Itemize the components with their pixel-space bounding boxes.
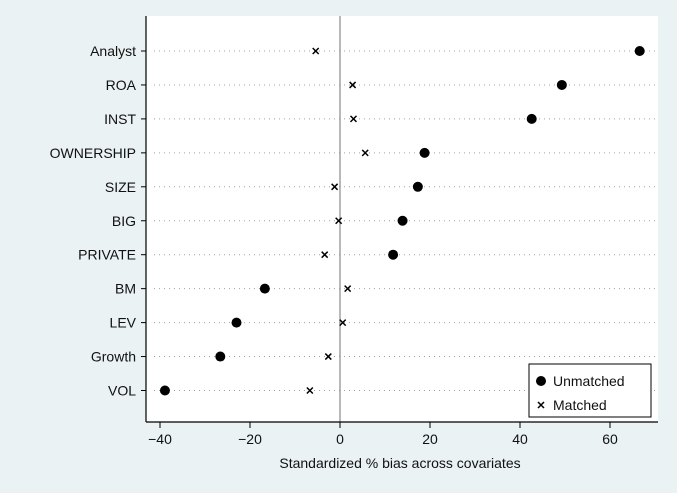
legend-marker-unmatched — [536, 376, 546, 386]
legend: Unmatched Matched — [528, 363, 652, 418]
marker-unmatched-size — [412, 181, 423, 192]
x-tick-labels: −40 −20 0 20 40 60 — [148, 431, 618, 447]
x-tick-label-0: 0 — [336, 431, 344, 447]
marker-matched-lev — [339, 319, 347, 327]
category-label-vol: VOL — [108, 383, 136, 399]
category-label-lev: LEV — [110, 315, 137, 331]
marker-unmatched-ownership — [419, 147, 430, 158]
legend-marker-matched — [537, 401, 545, 409]
legend-label-matched: Matched — [553, 397, 607, 413]
category-label-growth: Growth — [91, 349, 136, 365]
category-label-bm: BM — [115, 281, 136, 297]
marker-unmatched-inst — [526, 113, 537, 124]
category-label-size: SIZE — [105, 179, 136, 195]
category-label-ownership: OWNERSHIP — [50, 145, 136, 161]
marker-matched-growth — [324, 353, 332, 361]
category-labels: Analyst ROA INST OWNERSHIP SIZE BIG PRIVATE BM L… — [50, 43, 137, 399]
marker-matched-analyst — [312, 47, 320, 55]
marker-matched-ownership — [361, 149, 369, 157]
x-tick-label-40: 40 — [512, 431, 528, 447]
legend-label-unmatched: Unmatched — [553, 373, 625, 389]
marker-matched-inst — [349, 115, 358, 123]
marker-unmatched-growth — [215, 351, 226, 362]
category-label-private: PRIVATE — [78, 247, 136, 263]
marker-unmatched-big — [397, 215, 408, 226]
category-label-inst: INST — [104, 111, 136, 127]
marker-unmatched-roa — [556, 79, 567, 90]
x-tick-label--20: −20 — [238, 431, 262, 447]
x-tick-label-20: 20 — [422, 431, 438, 447]
data-markers — [159, 46, 645, 396]
x-axis-title: Standardized % bias across covariates — [279, 455, 520, 471]
category-label-big: BIG — [112, 213, 136, 229]
marker-matched-private — [321, 251, 329, 259]
x-tick-label-60: 60 — [602, 431, 618, 447]
x-tick-label--40: −40 — [148, 431, 172, 447]
marker-matched-bm — [344, 285, 352, 293]
marker-unmatched-bm — [259, 283, 270, 294]
gridlines — [154, 50, 656, 391]
marker-unmatched-analyst — [634, 46, 645, 56]
marker-unmatched-lev — [231, 317, 242, 328]
marker-matched-size — [331, 183, 339, 191]
marker-unmatched-private — [388, 249, 399, 260]
marker-matched-big — [335, 217, 343, 225]
marker-matched-roa — [349, 81, 357, 89]
axes — [141, 16, 658, 428]
marker-unmatched-vol — [159, 385, 170, 396]
marker-matched-vol — [306, 386, 314, 395]
category-label-roa: ROA — [106, 77, 137, 93]
category-label-analyst: Analyst — [90, 43, 136, 59]
legend-box — [528, 363, 652, 418]
